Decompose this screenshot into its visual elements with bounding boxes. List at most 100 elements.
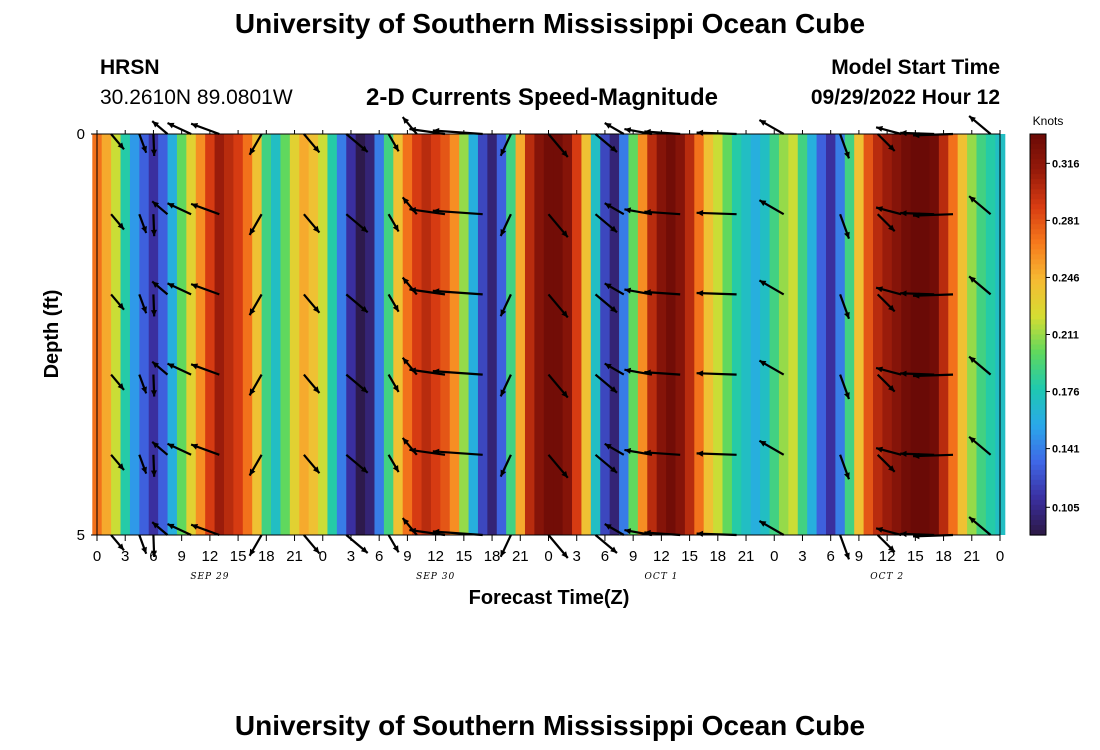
colorbar-step [1030, 164, 1046, 170]
vector-shaft [432, 450, 483, 456]
vector-head [561, 310, 568, 318]
current-vector [594, 213, 618, 234]
vector-head [117, 383, 124, 390]
current-vector [138, 374, 148, 394]
colorbar-step [1030, 529, 1046, 536]
heatmap-cell [515, 134, 526, 535]
vector-head [844, 311, 850, 319]
colorbar-step [1030, 469, 1046, 476]
vector-head [409, 207, 416, 214]
heatmap-cell [327, 134, 338, 535]
current-vector [696, 370, 737, 377]
current-vector [875, 206, 902, 216]
current-vector [594, 453, 618, 474]
vector-head [392, 144, 399, 152]
vector-head [644, 289, 651, 296]
vector-head [191, 123, 199, 129]
vector-head [644, 529, 651, 536]
colorbar-step [1030, 459, 1046, 466]
x-tick-label: 12 [879, 548, 896, 565]
x-tick-label: 21 [286, 548, 303, 565]
vector-head [141, 466, 147, 474]
vector-head [900, 370, 907, 377]
current-vector [190, 523, 220, 537]
current-vector [345, 213, 369, 234]
vector-head [152, 201, 159, 208]
colorbar-step [1030, 244, 1046, 250]
current-vector [432, 528, 483, 537]
vector-shaft [432, 129, 483, 136]
colorbar-step [1030, 144, 1046, 150]
heatmap-cell [421, 134, 432, 535]
vector-head [888, 385, 895, 392]
current-vector [875, 446, 902, 456]
x-tick-label: 6 [827, 548, 835, 565]
colorbar-step [1030, 304, 1046, 311]
vector-head [604, 123, 612, 129]
vector-head [249, 388, 256, 396]
current-vector [345, 293, 369, 314]
heatmap-cell [703, 134, 714, 535]
current-vector [138, 213, 148, 234]
colorbar-step [1030, 359, 1046, 366]
heatmap-cell [722, 134, 733, 535]
vector-head [150, 470, 157, 477]
colorbar-step [1030, 249, 1046, 255]
current-vector [594, 133, 618, 153]
vector-head [402, 197, 410, 205]
vector-head [644, 449, 651, 456]
current-vector [150, 294, 157, 317]
heatmap-cell [524, 134, 535, 535]
current-vector [110, 213, 125, 231]
current-vector [876, 454, 896, 473]
colorbar-step [1030, 449, 1046, 456]
current-vector [912, 212, 954, 219]
vector-head [249, 548, 256, 556]
current-vector [875, 366, 902, 376]
vector-head [913, 452, 920, 459]
colorbar-step [1030, 319, 1046, 326]
current-vector [604, 362, 625, 376]
current-vector [387, 293, 400, 313]
heatmap-cell [158, 134, 169, 535]
heatmap-cell [393, 134, 404, 535]
heatmap-cell [910, 134, 921, 535]
current-vector [248, 293, 263, 316]
colorbar-step [1030, 214, 1046, 220]
current-vector [150, 214, 157, 237]
current-vector [151, 441, 169, 456]
current-vector [758, 119, 785, 135]
colorbar-step [1030, 519, 1046, 526]
colorbar-step [1030, 259, 1046, 265]
x-tick-label: 15 [681, 548, 698, 565]
vector-head [313, 145, 320, 153]
x-tick-label: 6 [375, 548, 383, 565]
vector-head [191, 443, 199, 450]
vector-head [249, 147, 256, 155]
heatmap-cell [289, 134, 300, 535]
model-start-value: 09/29/2022 Hour 12 [810, 86, 1000, 109]
colorbar-step [1030, 239, 1046, 245]
vector-head [249, 308, 256, 316]
current-vector [839, 213, 851, 239]
colorbar-step [1030, 189, 1046, 195]
vector-head [409, 527, 416, 534]
vector-head [150, 310, 157, 317]
vector-head [360, 546, 368, 553]
current-vector [644, 369, 681, 376]
current-vector [839, 133, 851, 159]
heatmap-cell [891, 134, 902, 535]
heatmap-cell [280, 134, 291, 535]
colorbar-label: Knots [1033, 114, 1064, 128]
vector-head [969, 116, 976, 123]
current-vector [190, 283, 220, 296]
colorbar-step [1030, 204, 1046, 210]
heatmap-cell [873, 134, 884, 535]
colorbar-step [1030, 389, 1046, 396]
x-tick-label: 9 [403, 548, 411, 565]
vector-head [900, 210, 907, 217]
colorbar-step [1030, 294, 1046, 301]
vector-head [696, 210, 704, 217]
vector-head [610, 546, 617, 553]
current-vector [303, 454, 321, 474]
